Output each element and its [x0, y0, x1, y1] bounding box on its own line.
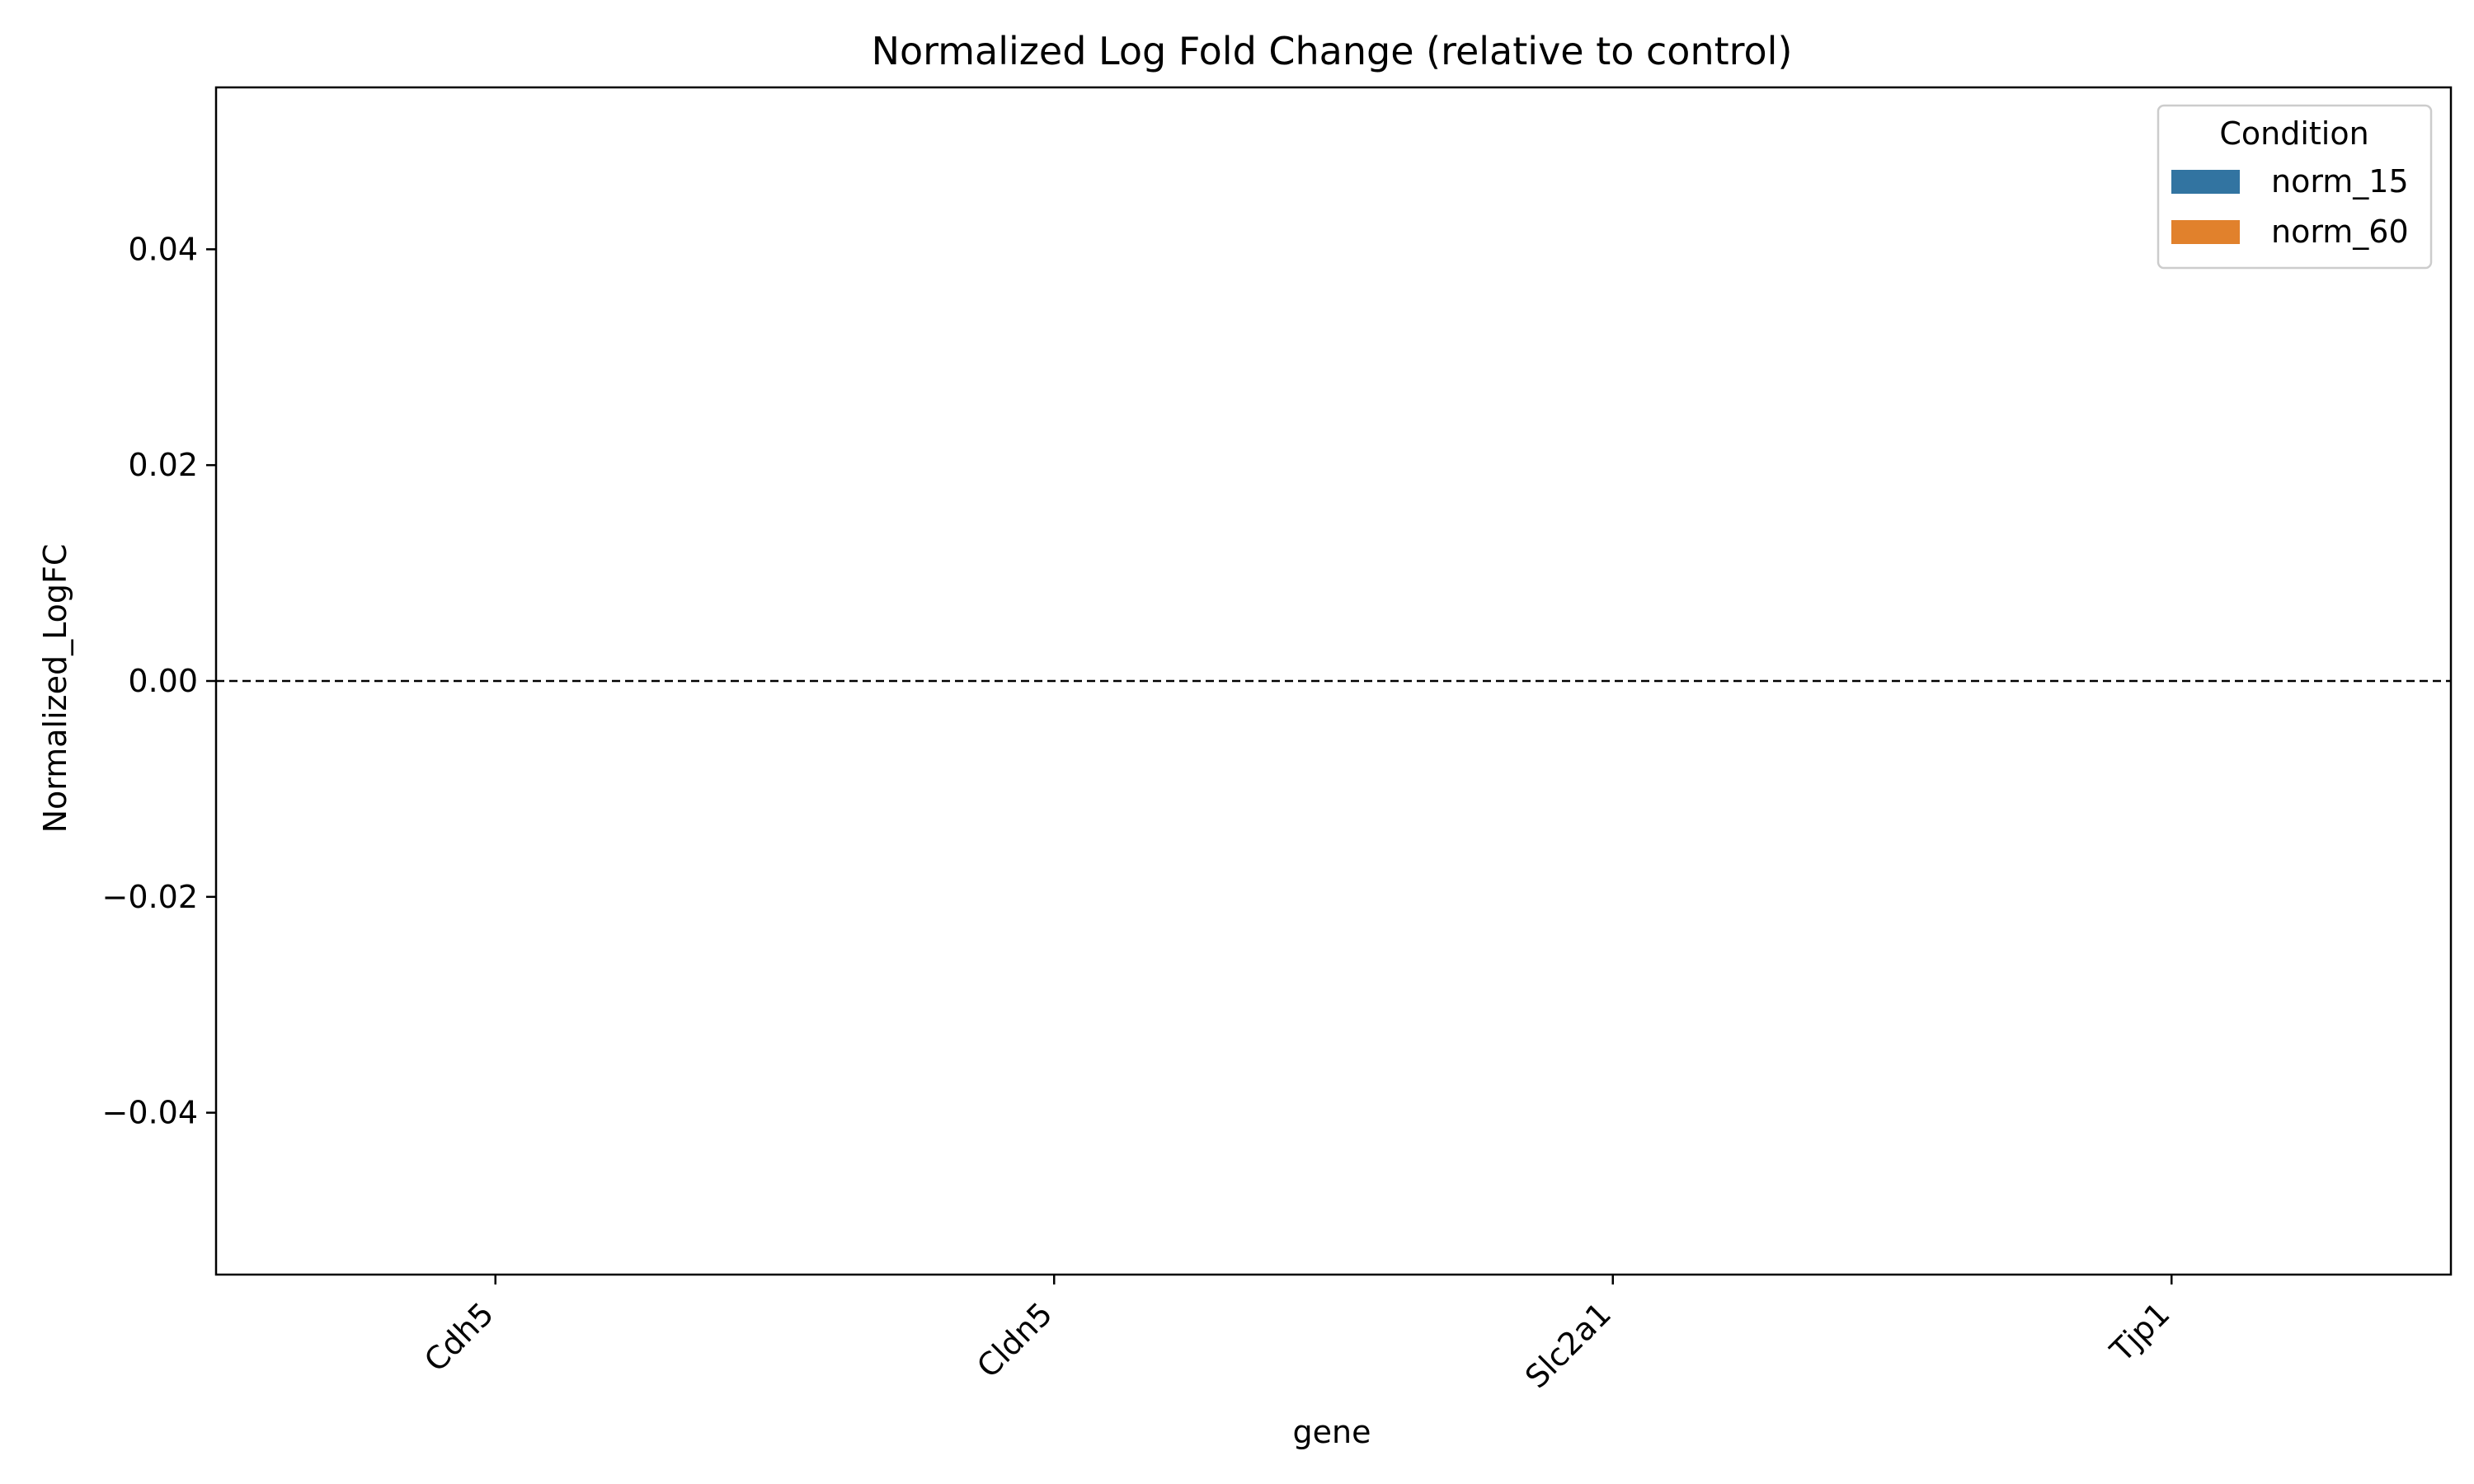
legend-title: Condition — [2219, 115, 2368, 152]
y-tick-label: −0.04 — [102, 1095, 198, 1131]
y-axis-label: Normalized_LogFC — [37, 544, 73, 834]
y-tick-label: 0.02 — [128, 447, 198, 483]
x-axis-label: gene — [1293, 1414, 1371, 1450]
legend-swatch — [2171, 170, 2240, 194]
legend-entry-label: norm_15 — [2271, 163, 2409, 200]
y-axis: −0.04 −0.02 0.00 0.02 0.04 — [102, 231, 216, 1131]
y-tick-label: −0.02 — [102, 879, 198, 915]
legend: Condition norm_15 norm_60 — [2157, 104, 2433, 270]
y-tick-label: 0.00 — [128, 663, 198, 699]
legend-entry-label: norm_60 — [2271, 214, 2409, 250]
y-tick-label: 0.04 — [128, 231, 198, 267]
legend-swatch — [2171, 220, 2240, 244]
chart-title: Normalized Log Fold Change (relative to … — [872, 29, 1793, 73]
